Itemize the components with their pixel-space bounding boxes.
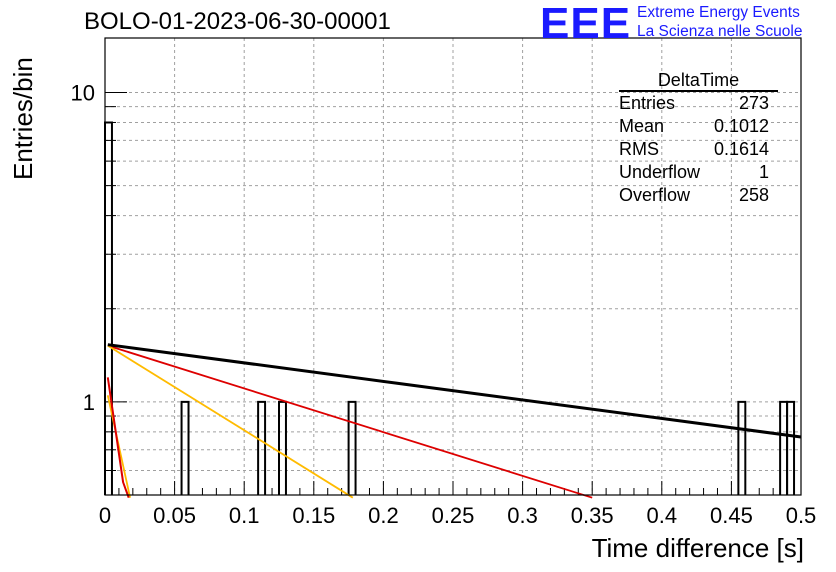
x-tick-label: 0.4	[647, 503, 678, 528]
stats-label: RMS	[619, 139, 659, 159]
x-tick-label: 0.3	[507, 503, 538, 528]
stats-row: RMS 0.1614	[611, 138, 779, 161]
stats-label: Underflow	[619, 162, 701, 182]
org-line-2: La Scienza nelle Scuole	[637, 23, 803, 40]
stats-value: 1	[758, 162, 769, 182]
histogram-bar	[786, 400, 796, 495]
stats-value: 258	[738, 185, 769, 205]
fit-curve-orange	[107, 344, 354, 499]
stats-row: Underflow 1	[611, 161, 779, 184]
x-tick-label: 0.2	[368, 503, 399, 528]
fit-curve-red	[106, 377, 130, 499]
fit-curve-red	[107, 344, 593, 499]
eee-logo: EEE	[540, 0, 632, 48]
stats-label: Overflow	[619, 185, 691, 205]
chart-title: BOLO-01-2023-06-30-00001	[84, 8, 391, 35]
org-line-1: Extreme Energy Events	[637, 4, 800, 21]
histogram-bar	[180, 400, 190, 495]
histogram-bar	[278, 400, 287, 495]
x-tick-label: 0.25	[432, 503, 475, 528]
x-tick-label: 0.05	[153, 503, 196, 528]
x-tick-label: 0.1	[229, 503, 260, 528]
stats-title: DeltaTime	[619, 70, 778, 92]
stats-row: Mean 0.1012	[611, 115, 779, 138]
histogram-bar	[257, 400, 267, 495]
histogram-bar	[347, 400, 357, 495]
x-tick-label: 0	[99, 503, 111, 528]
stats-value: 0.1614	[713, 139, 769, 159]
x-axis-label: Time difference [s]	[591, 533, 804, 563]
stats-label: Entries	[619, 93, 676, 113]
y-tick-label: 10	[71, 80, 95, 105]
y-tick-label: 1	[83, 390, 95, 415]
fit-curve-orange	[106, 395, 131, 498]
stats-row: Overflow 258	[611, 184, 779, 207]
plot-frame	[104, 37, 802, 496]
stats-value: 0.1012	[713, 116, 769, 136]
x-tick-label: 0.45	[710, 503, 753, 528]
stats-label: Mean	[619, 116, 665, 136]
histogram-bar	[737, 400, 747, 495]
x-tick-label: 0.35	[571, 503, 614, 528]
stats-value: 273	[738, 93, 769, 113]
x-tick-label: 0.15	[292, 503, 335, 528]
stats-row: Entries 273	[611, 92, 779, 115]
x-tick-label: 0.5	[786, 503, 817, 528]
org-name: Extreme Energy Events La Scienza nelle S…	[637, 3, 802, 41]
y-axis-label: Entries/bin	[8, 57, 38, 180]
fit-curve-black-fit	[107, 343, 802, 439]
stats-box: DeltaTime Entries 273 Mean 0.1012 RMS 0.161…	[611, 70, 779, 207]
